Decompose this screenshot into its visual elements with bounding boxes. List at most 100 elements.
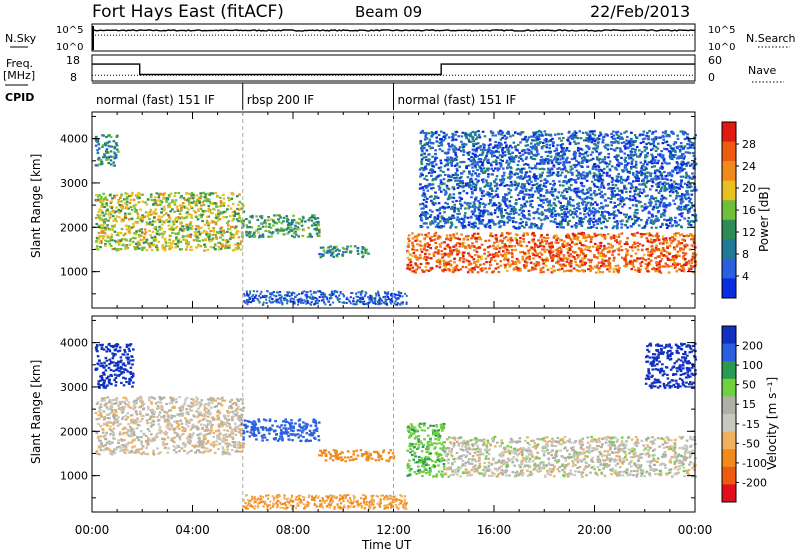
heatmap-cell: [495, 175, 499, 178]
heatmap-cell: [242, 204, 245, 207]
heatmap-cell: [679, 249, 682, 252]
heatmap-cell: [487, 158, 490, 161]
heatmap-cell: [189, 233, 193, 236]
heatmap-cell: [195, 194, 199, 197]
heatmap-cell: [445, 184, 449, 187]
heatmap-cell: [469, 202, 472, 205]
heatmap-cell: [635, 173, 638, 176]
heatmap-cell: [649, 254, 652, 257]
heatmap-cell: [637, 224, 641, 227]
heatmap-cell: [690, 258, 694, 261]
heatmap-cell: [471, 213, 475, 216]
heatmap-cell: [560, 139, 563, 142]
heatmap-cell: [195, 246, 198, 249]
heatmap-cell: [670, 235, 674, 238]
heatmap-cell: [465, 184, 468, 187]
heatmap-cell: [560, 239, 563, 242]
heatmap-cell: [111, 248, 115, 251]
heatmap-cell: [275, 221, 278, 225]
heatmap-cell: [668, 237, 672, 240]
heatmap-cell: [589, 204, 593, 207]
heatmap-cell: [591, 157, 595, 160]
heatmap-cell: [417, 256, 420, 259]
heatmap-cell: [608, 265, 612, 268]
heatmap-cell: [175, 220, 178, 223]
heatmap-cell: [526, 233, 530, 236]
heatmap-cell: [469, 132, 473, 135]
heatmap-cell: [105, 156, 109, 159]
heatmap-cell: [180, 209, 183, 212]
heatmap-cell: [175, 205, 179, 208]
heatmap-cell: [439, 226, 442, 229]
heatmap-cell: [103, 221, 106, 224]
heatmap-cell: [619, 132, 623, 135]
heatmap-cell: [195, 231, 199, 234]
heatmap-cell: [106, 240, 110, 243]
heatmap-cell: [614, 140, 618, 143]
heatmap-cell: [493, 181, 496, 184]
heatmap-cell: [415, 257, 418, 260]
heatmap-cell: [541, 206, 544, 209]
heatmap-cell: [462, 145, 466, 148]
heatmap-cell: [309, 234, 312, 237]
heatmap-cell: [623, 164, 627, 167]
heatmap-cell: [171, 200, 174, 204]
heatmap-cell: [573, 157, 576, 160]
heatmap-cell: [196, 236, 200, 240]
heatmap-cell: [593, 208, 597, 211]
heatmap-cell: [280, 227, 283, 230]
heatmap-cell: [241, 236, 245, 239]
heatmap-cell: [153, 220, 157, 223]
heatmap-cell: [565, 244, 569, 247]
heatmap-cell: [642, 163, 646, 166]
heatmap-cell: [489, 162, 493, 165]
heatmap-cell: [618, 211, 621, 214]
heatmap-cell: [649, 188, 652, 191]
heatmap-cell: [665, 219, 669, 222]
heatmap-cell: [618, 242, 621, 245]
heatmap-cell: [423, 193, 427, 196]
heatmap-cell: [591, 245, 595, 248]
heatmap-cell: [588, 219, 591, 222]
heatmap-cell: [155, 203, 159, 206]
heatmap-cell: [572, 190, 576, 193]
heatmap-cell: [160, 201, 164, 204]
heatmap-cell: [604, 254, 607, 257]
heatmap-cell: [256, 218, 260, 222]
heatmap-cell: [603, 244, 606, 247]
heatmap-cell: [599, 151, 603, 154]
heatmap-cell: [114, 217, 117, 220]
heatmap-cell: [448, 246, 452, 249]
heatmap-cell: [141, 218, 145, 221]
heatmap-cell: [649, 203, 652, 206]
heatmap-cell: [577, 247, 581, 250]
heatmap-cell: [429, 223, 432, 226]
heatmap-cell: [118, 196, 122, 200]
heatmap-cell: [584, 239, 588, 242]
heatmap-cell: [136, 212, 140, 215]
heatmap-cell: [476, 260, 480, 263]
heatmap-cell: [312, 222, 316, 225]
heatmap-cell: [454, 151, 457, 154]
heatmap-cell: [669, 147, 673, 150]
heatmap-cell: [547, 204, 550, 207]
heatmap-cell: [434, 153, 437, 156]
heatmap-cell: [543, 209, 547, 212]
heatmap-cell: [293, 236, 296, 239]
heatmap-cell: [197, 208, 200, 211]
heatmap-cell: [434, 251, 437, 254]
heatmap-cell: [557, 152, 560, 155]
heatmap-cell: [454, 133, 457, 136]
heatmap-cell: [665, 182, 668, 185]
heatmap-cell: [533, 173, 536, 176]
heatmap-cell: [520, 206, 523, 210]
heatmap-cell: [683, 182, 687, 185]
heatmap-cell: [180, 195, 183, 198]
heatmap-cell: [560, 155, 564, 158]
heatmap-cell: [600, 202, 603, 205]
heatmap-cell: [592, 214, 596, 217]
heatmap-cell: [552, 254, 555, 257]
heatmap-cell: [209, 192, 213, 195]
heatmap-cell: [546, 259, 549, 262]
heatmap-cell: [451, 200, 455, 203]
